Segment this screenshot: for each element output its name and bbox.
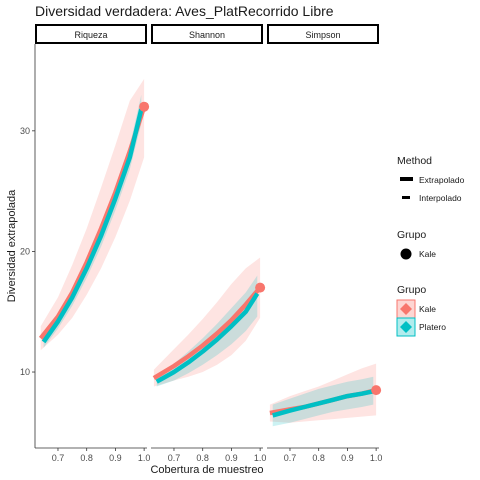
series-line-kale [152, 286, 262, 381]
panel-plot-area [152, 257, 262, 387]
legend-key-extrapolado [400, 177, 413, 181]
x-tick-label: 1.0 [370, 453, 383, 463]
confidence-band-kale [153, 257, 261, 387]
x-tick-label: 0.9 [225, 453, 238, 463]
legend-label-interpolado: Interpolado [419, 193, 462, 203]
chart-title: Diversidad verdadera: Aves_PlatRecorrido… [35, 3, 334, 19]
confidence-band-kale [40, 79, 145, 351]
legend-title-method: Method [397, 155, 432, 167]
legend-diamond-platero [400, 321, 412, 333]
y-axis-title: Diversidad extrapolada [6, 189, 18, 302]
x-tick-label: 0.9 [109, 453, 122, 463]
x-tick-label: 0.9 [341, 453, 354, 463]
y-tick-label: 10 [20, 367, 30, 377]
legend-title-grupo-point: Grupo [397, 229, 426, 241]
facet-strip [267, 24, 379, 44]
x-axis-title: Cobertura de muestreo [150, 464, 263, 476]
series-line-platero [272, 389, 374, 418]
y-tick-label: 30 [20, 126, 30, 136]
x-tick-label: 0.8 [80, 453, 93, 463]
facet-strip [35, 24, 147, 44]
x-tick-label: 0.7 [284, 453, 297, 463]
facet-strip-label: Simpson [305, 30, 340, 40]
series-line-platero [41, 108, 144, 344]
facet-shannon: Shannon 0.7 0.8 0.9 1.0 [151, 24, 267, 463]
x-tick-label: 0.8 [312, 453, 325, 463]
panel-plot-area [38, 79, 147, 351]
observed-point-kale [255, 282, 266, 293]
legend-key-point-kale [400, 248, 412, 260]
facet-simpson: Simpson 0.7 0.8 0.9 1.0 [267, 24, 383, 463]
series-line-platero [155, 292, 260, 384]
x-tick-label: 1.0 [254, 453, 267, 463]
legend-title-grupo-color: Grupo [397, 284, 426, 296]
legend-label-platero: Platero [419, 322, 446, 332]
facet-riqueza: Riqueza 0.7 0.8 0.9 1.0 [35, 24, 151, 463]
x-tick-label: 0.8 [196, 453, 209, 463]
legend-label-kale: Kale [419, 304, 436, 314]
facet-strip-label: Riqueza [74, 30, 107, 40]
legend-key-interpolado [402, 196, 410, 199]
y-tick-label: 20 [20, 246, 30, 256]
x-tick-label: 0.7 [52, 453, 65, 463]
legend-label-point-kale: Kale [419, 249, 436, 259]
legend-label-extrapolado: Extrapolado [419, 175, 465, 185]
panel-plot-area [269, 363, 377, 427]
legend: Method Extrapolado Interpolado Grupo Kal… [396, 155, 465, 337]
legend-diamond-kale [400, 303, 412, 315]
x-tick-label: 1.0 [138, 453, 151, 463]
observed-point-kale [371, 385, 382, 396]
facet-strip-label: Shannon [189, 30, 225, 40]
observed-point-kale [139, 101, 150, 112]
facet-strip [151, 24, 263, 44]
y-axis: 10 20 30 [20, 44, 36, 448]
x-tick-label: 0.7 [168, 453, 181, 463]
